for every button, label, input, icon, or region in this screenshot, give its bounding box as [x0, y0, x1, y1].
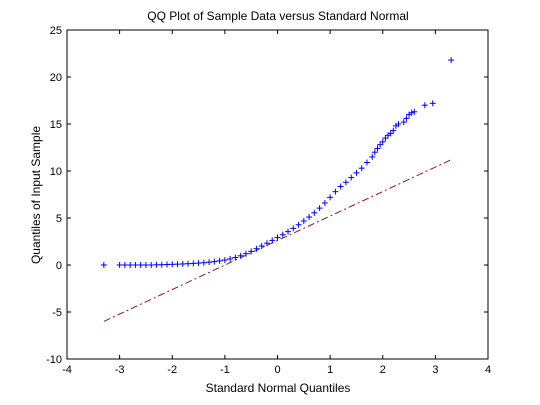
y-tick-label: 0	[56, 260, 62, 272]
y-tick-label: -5	[52, 307, 62, 319]
x-tick-label: -1	[220, 364, 230, 376]
data-point-plus	[311, 209, 318, 216]
reference-line	[103, 159, 452, 322]
plot-area-frame	[66, 29, 489, 360]
data-point-plus	[132, 262, 139, 268]
data-point-plus	[337, 183, 344, 190]
data-point-plus	[242, 250, 249, 257]
y-axis-label: Quantiles of Input Sample	[29, 126, 43, 264]
data-point-plus	[158, 261, 165, 268]
data-point-plus	[358, 165, 365, 172]
data-point-plus	[174, 261, 181, 268]
data-point-plus	[377, 141, 384, 148]
data-point-plus	[221, 257, 228, 264]
data-point-plus	[279, 231, 286, 238]
y-tick-label: 10	[50, 166, 62, 178]
x-tick-label: 3	[432, 364, 438, 376]
data-point-plus	[300, 218, 307, 225]
data-point-plus	[137, 262, 144, 268]
reference-line-group	[103, 159, 452, 322]
data-point-plus	[100, 262, 107, 268]
data-point-plus	[185, 260, 192, 267]
y-tick-label: 20	[50, 72, 62, 84]
data-point-plus	[237, 252, 244, 259]
x-tick-label: 4	[485, 364, 491, 376]
x-tick-label: 0	[274, 364, 280, 376]
data-point-plus	[295, 221, 302, 228]
data-point-plus	[332, 188, 339, 195]
data-point-plus	[369, 153, 376, 160]
data-point-plus	[179, 260, 186, 267]
data-point-plus	[169, 261, 176, 268]
data-point-plus	[232, 254, 239, 261]
y-tick-label: 15	[50, 119, 62, 131]
data-point-plus	[387, 130, 394, 137]
x-tick-label: -2	[167, 364, 177, 376]
data-point-plus	[227, 255, 234, 262]
data-point-plus	[321, 199, 328, 206]
data-point-plus	[127, 262, 134, 268]
data-point-plus	[274, 234, 281, 241]
data-point-plus	[142, 262, 149, 268]
data-point-plus	[206, 259, 213, 266]
data-point-plus	[327, 194, 334, 201]
data-point-plus	[403, 115, 410, 122]
data-point-plus	[348, 174, 355, 181]
data-point-plus	[153, 261, 160, 268]
data-point-plus	[400, 119, 407, 126]
y-tick-label: 25	[50, 25, 62, 37]
data-point-plus	[200, 259, 207, 266]
data-point-plus	[429, 100, 436, 107]
data-point-plus	[379, 138, 386, 145]
data-point-plus	[290, 225, 297, 232]
x-tick-label: 2	[380, 364, 386, 376]
data-point-plus	[390, 127, 397, 134]
data-point-plus	[408, 109, 415, 116]
data-point-plus	[285, 228, 292, 235]
x-axis-label: Standard Normal Quantiles	[206, 381, 351, 395]
x-tick-label: 1	[327, 364, 333, 376]
data-point-plus	[382, 135, 389, 142]
data-point-plus	[421, 102, 428, 109]
data-point-plus	[363, 159, 370, 166]
data-point-plus	[342, 179, 349, 186]
data-point-plus	[306, 214, 313, 221]
chart-title: QQ Plot of Sample Data versus Standard N…	[147, 9, 408, 23]
data-points-group	[100, 57, 455, 268]
data-point-plus	[163, 261, 170, 268]
data-point-plus	[371, 149, 378, 156]
data-point-plus	[121, 262, 128, 268]
data-point-plus	[253, 245, 260, 252]
data-point-plus	[316, 205, 323, 212]
data-point-plus	[263, 240, 270, 247]
data-point-plus	[374, 145, 381, 152]
y-tick-label: 5	[56, 213, 62, 225]
data-point-plus	[148, 262, 155, 268]
y-tick-label: -10	[46, 354, 62, 366]
x-tick-label: -4	[62, 364, 72, 376]
x-tick-label: -3	[115, 364, 125, 376]
data-point-plus	[258, 243, 265, 250]
data-point-plus	[190, 260, 197, 267]
data-point-plus	[248, 248, 255, 255]
data-point-plus	[195, 260, 202, 267]
data-point-plus	[411, 108, 418, 115]
data-point-plus	[211, 258, 218, 265]
data-point-plus	[353, 169, 360, 176]
data-point-plus	[216, 257, 223, 264]
data-point-plus	[448, 57, 455, 64]
data-point-plus	[116, 262, 123, 268]
data-point-plus	[395, 121, 402, 127]
data-point-plus	[269, 237, 276, 244]
